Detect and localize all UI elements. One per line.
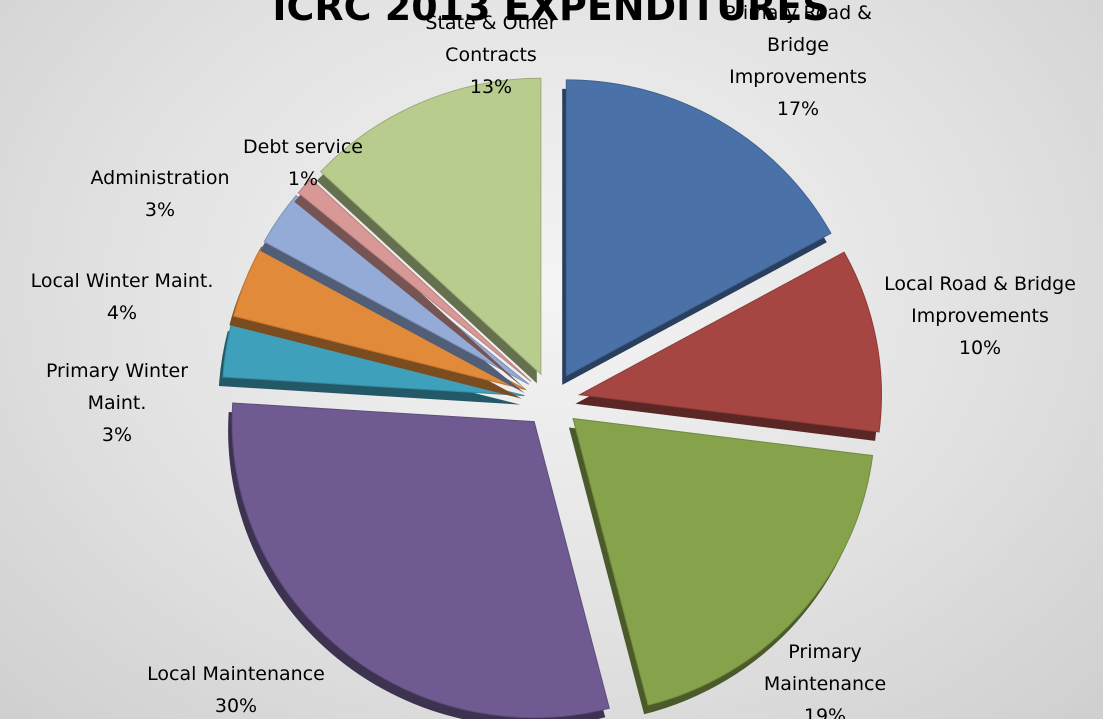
slice-label-line: Maintenance <box>764 673 886 695</box>
pie-slice-face <box>565 79 832 377</box>
slice-label-9: State & Other Contracts 13% <box>425 12 556 98</box>
slice-percent: 3% <box>102 424 132 446</box>
slice-label-line: Local Winter Maint. <box>31 270 214 292</box>
pie-slice-9 <box>316 77 542 384</box>
slice-label-6: Local Winter Maint. 4% <box>31 270 214 324</box>
slice-percent: 10% <box>959 337 1001 359</box>
pie-slice-face <box>577 251 882 433</box>
pie-slices <box>218 77 882 719</box>
slice-label-line: Primary Road & <box>724 2 872 24</box>
slice-percent: 19% <box>804 705 846 719</box>
slice-label-line: State & Other <box>425 12 556 34</box>
slice-percent: 13% <box>470 76 512 98</box>
slice-labels: Primary Road & Bridge Improvements 17% Local… <box>31 2 1076 719</box>
slice-label-line: Primary <box>788 641 861 663</box>
slice-label-7: Administration 3% <box>90 167 229 221</box>
pie-slice-3 <box>568 417 874 715</box>
slice-label-8: Debt service 1% <box>243 136 363 190</box>
slice-percent: 17% <box>777 98 819 120</box>
pie-slice-face <box>319 77 542 376</box>
slice-label-line: Local Maintenance <box>147 663 325 685</box>
pie-slice-face <box>231 402 610 719</box>
slice-percent: 1% <box>288 168 318 190</box>
chart-title: ICRC 2013 EXPENDITURES <box>272 0 829 29</box>
pie-slice-2 <box>575 251 882 441</box>
slice-percent: 30% <box>215 695 257 717</box>
slice-label-line: Local Road & Bridge <box>884 273 1076 295</box>
slice-percent: 4% <box>107 302 137 324</box>
slice-label-line: Debt service <box>243 136 363 158</box>
slice-label-line: Administration <box>90 167 229 189</box>
slice-label-line: Improvements <box>911 305 1049 327</box>
pie-slice-face <box>297 178 532 382</box>
slice-label-line: Improvements <box>729 66 867 88</box>
pie-slice-8 <box>294 178 532 391</box>
slice-label-2: Local Road & Bridge Improvements 10% <box>884 273 1076 359</box>
slice-label-3: Primary Maintenance 19% <box>764 641 886 719</box>
pie-slice-1 <box>562 79 832 385</box>
slice-label-line: Bridge <box>767 34 829 56</box>
slice-percent: 3% <box>145 199 175 221</box>
pie-slice-side <box>294 187 527 391</box>
slice-label-5: Primary Winter Maint. 3% <box>46 360 188 446</box>
slice-label-line: Contracts <box>445 44 537 66</box>
slice-label-1: Primary Road & Bridge Improvements 17% <box>724 2 872 120</box>
slice-label-line: Maint. <box>88 392 147 414</box>
slice-label-line: Primary Winter <box>46 360 188 382</box>
pie-slice-4 <box>228 402 610 719</box>
pie-slice-face <box>572 417 874 706</box>
slice-label-4: Local Maintenance 30% <box>147 663 325 717</box>
